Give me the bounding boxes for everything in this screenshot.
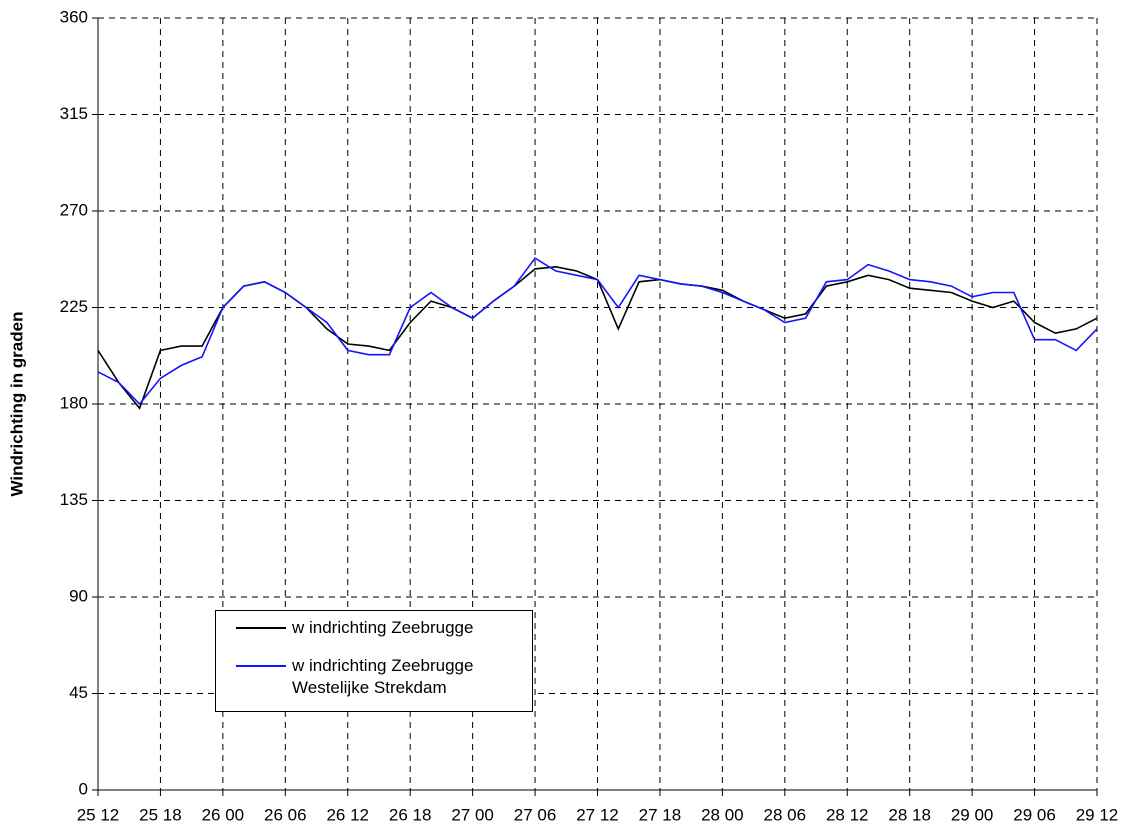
x-tick-label: 26 00 [202,805,245,824]
x-tick-label: 25 12 [77,805,120,824]
x-tick-label: 29 00 [951,805,994,824]
x-tick-label: 26 06 [264,805,307,824]
legend-swatch [236,665,286,667]
x-tick-label: 26 18 [389,805,432,824]
x-tick-label: 29 06 [1013,805,1056,824]
y-tick-label: 135 [60,490,88,509]
y-axis-label: Windrichting in graden [7,312,26,497]
x-tick-label: 28 18 [888,805,931,824]
x-tick-label: 25 18 [139,805,182,824]
legend-swatch [236,627,286,629]
y-tick-label: 45 [69,683,88,702]
x-tick-label: 27 06 [514,805,557,824]
legend-label: w indrichting Zeebrugge Westelijke Strek… [292,656,474,697]
x-tick-label: 29 12 [1076,805,1119,824]
y-tick-label: 90 [69,586,88,605]
x-tick-label: 27 00 [451,805,494,824]
legend-label: w indrichting Zeebrugge [292,618,474,637]
x-tick-label: 28 06 [764,805,807,824]
x-tick-label: 26 12 [326,805,369,824]
x-tick-label: 28 00 [701,805,744,824]
y-tick-label: 180 [60,393,88,412]
y-tick-label: 225 [60,297,88,316]
x-tick-label: 28 12 [826,805,869,824]
series-line [97,257,1098,406]
y-tick-label: 360 [60,7,88,26]
x-tick-label: 27 18 [639,805,682,824]
legend-item: w indrichting Zeebrugge [236,617,527,639]
legend-item: w indrichting Zeebrugge Westelijke Strek… [236,655,527,699]
y-tick-label: 315 [60,104,88,123]
y-tick-label: 0 [79,779,88,798]
x-tick-label: 27 12 [576,805,619,824]
y-tick-label: 270 [60,200,88,219]
legend: w indrichting Zeebrugge w indrichting Zee… [215,610,533,712]
